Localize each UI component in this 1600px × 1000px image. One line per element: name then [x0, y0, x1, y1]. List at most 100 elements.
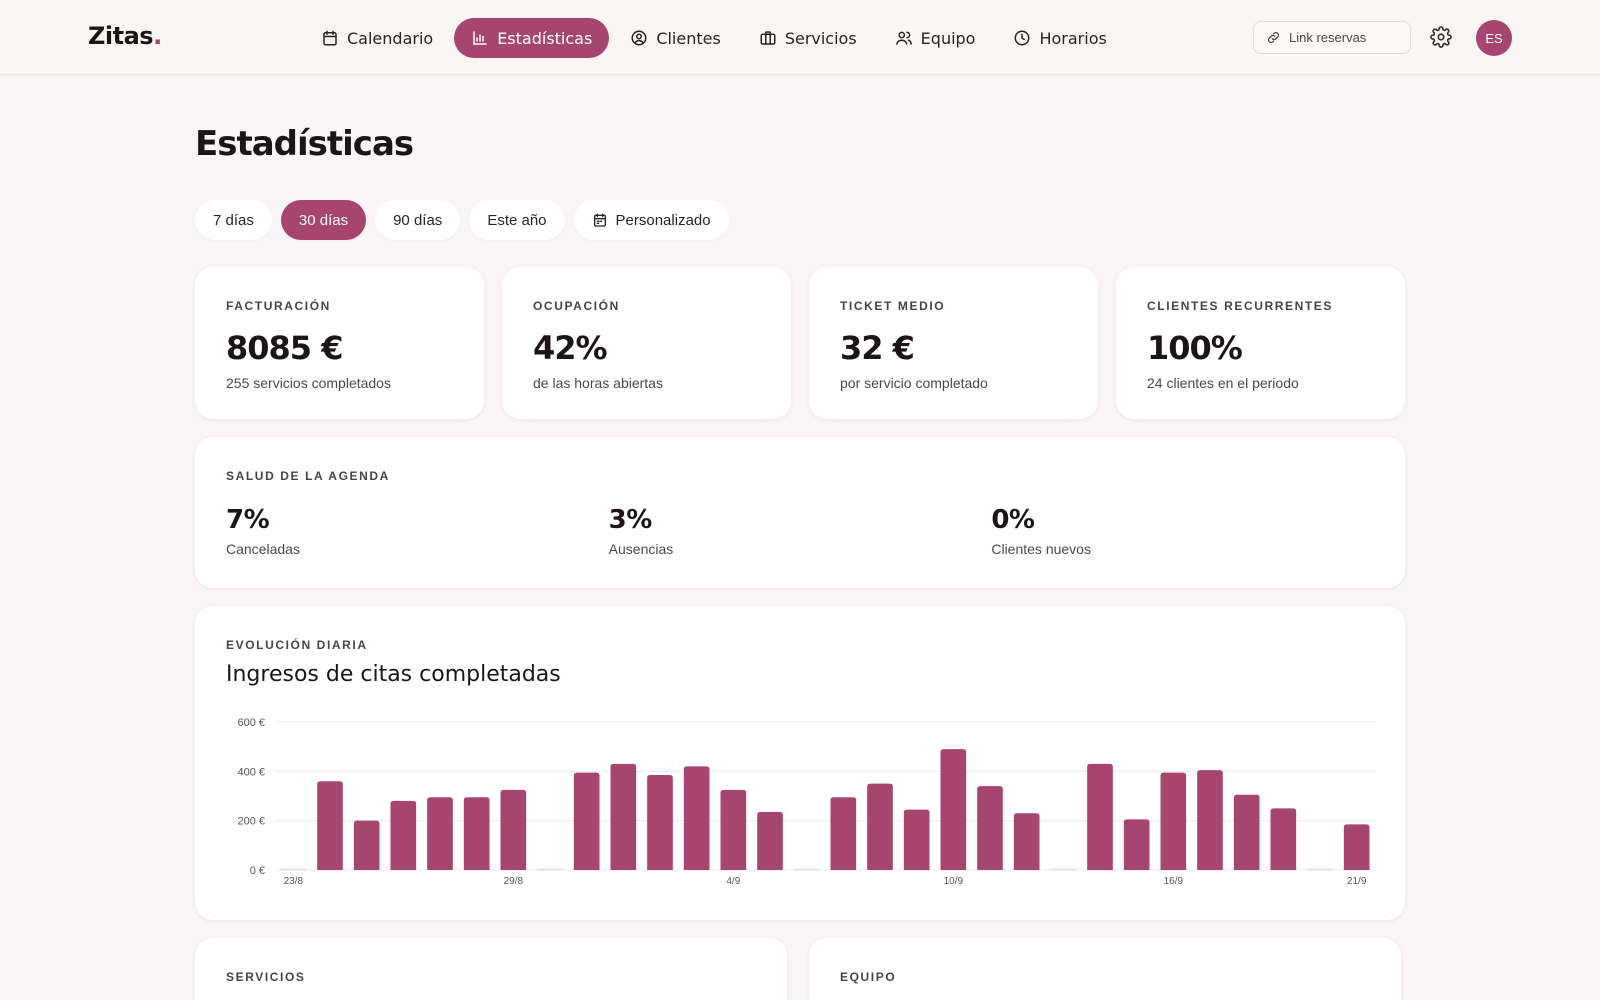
- daily-evolution-card: EVOLUCIÓN DIARIA Ingresos de citas compl…: [195, 606, 1405, 920]
- metric-label: Ausencias: [608, 541, 674, 557]
- chart-bar: [390, 800, 417, 870]
- chart-bar: [1197, 770, 1223, 870]
- metric-value: 3%: [608, 505, 653, 535]
- chart-bar: [1233, 794, 1260, 870]
- nav-item-estadisticas[interactable]: Estadísticas: [454, 18, 610, 58]
- kpi-card-ocupacion: OCUPACIÓN 42% de las horas abiertas: [502, 267, 791, 419]
- chart-bar: [720, 789, 747, 870]
- kpi-value: 42%: [533, 329, 608, 367]
- revenue-bar-chart: 0 € 200 € 400 € 600 € 23/8 29/8 4/9 10/9 16/9 21/…: [237, 717, 1375, 887]
- kpi-label: FACTURACIÓN: [226, 299, 331, 313]
- logo-dot: .: [153, 22, 162, 50]
- section-label: EVOLUCIÓN DIARIA: [226, 638, 368, 652]
- health-metrics: 7% Canceladas 3% Ausencias 0% Clientes n…: [226, 505, 1374, 557]
- range-30-dias[interactable]: 30 días: [280, 200, 367, 240]
- range-label: Personalizado: [615, 211, 711, 229]
- y-tick-label: 200 €: [237, 816, 265, 828]
- kpi-value: 8085 €: [226, 329, 343, 367]
- nav-item-clientes[interactable]: Clientes: [613, 18, 738, 58]
- link-reservas-label: Link reservas: [1289, 30, 1367, 45]
- range-7-dias[interactable]: 7 días: [195, 200, 272, 240]
- logo[interactable]: Zitas.: [88, 22, 162, 50]
- date-range-selector: 7 días 30 días 90 días Este año Personal…: [195, 200, 729, 240]
- metric-value: 0%: [991, 505, 1035, 535]
- chart-bar: [1343, 824, 1370, 870]
- user-circle-icon: [631, 30, 647, 46]
- kpi-label: CLIENTES RECURRENTES: [1147, 299, 1334, 313]
- kpi-subtext: 255 servicios completados: [226, 375, 391, 391]
- chart-bar: [647, 775, 673, 870]
- kpi-value: 32 €: [840, 329, 915, 367]
- kpi-value: 100%: [1147, 329, 1243, 367]
- x-tick-label: 10/9: [944, 876, 964, 887]
- nav-item-horarios[interactable]: Horarios: [996, 18, 1123, 58]
- y-tick-label: 400 €: [237, 766, 265, 778]
- chart-bar: [1160, 772, 1187, 870]
- kpi-subtext: 24 clientes en el periodo: [1147, 375, 1299, 391]
- x-tick-label: 4/9: [726, 876, 740, 887]
- clock-icon: [1014, 30, 1030, 46]
- kpi-card-clientes-recurrentes: CLIENTES RECURRENTES 100% 24 clientes en…: [1116, 267, 1405, 419]
- kpi-card-facturacion: FACTURACIÓN 8085 € 255 servicios complet…: [195, 267, 484, 419]
- gear-icon[interactable]: [1430, 26, 1452, 48]
- nav-label: Horarios: [1039, 28, 1107, 48]
- chart-bar: [463, 797, 490, 870]
- nav-label: Calendario: [347, 28, 434, 48]
- kpi-subtext: de las horas abiertas: [533, 375, 663, 391]
- chart-bar: [500, 789, 527, 870]
- section-label: EQUIPO: [840, 970, 897, 984]
- chart-bar: [867, 783, 893, 870]
- chart-bar: [573, 772, 600, 870]
- chart-bar: [1123, 819, 1150, 870]
- nav-label: Equipo: [920, 28, 976, 48]
- kpi-card-ticket-medio: TICKET MEDIO 32 € por servicio completad…: [809, 267, 1098, 419]
- x-tick-label: 21/9: [1347, 876, 1367, 887]
- chart-bar: [1270, 808, 1297, 870]
- agenda-health-card: SALUD DE LA AGENDA 7% Canceladas 3% Ause…: [195, 437, 1405, 588]
- chart-bar: [903, 809, 930, 870]
- main-nav: Calendario Estadísticas Clientes Servici…: [304, 18, 1124, 58]
- metric-value: 7%: [226, 505, 270, 535]
- chart-bar: [1087, 763, 1113, 870]
- team-card: EQUIPO: [809, 938, 1401, 1000]
- metric-clientes-nuevos: 0% Clientes nuevos: [991, 505, 1374, 557]
- chart-title: Ingresos de citas completadas: [226, 662, 561, 687]
- kpi-label: OCUPACIÓN: [533, 299, 620, 313]
- chart-bar: [977, 786, 1003, 870]
- x-tick-label: 16/9: [1164, 876, 1184, 887]
- chart-bar: [830, 797, 857, 870]
- kpi-subtext: por servicio completado: [840, 375, 988, 391]
- calendar-icon: [323, 30, 337, 46]
- chart-bar: [1013, 813, 1040, 870]
- metric-label: Clientes nuevos: [991, 541, 1091, 557]
- chart-bar: [683, 766, 710, 870]
- y-tick-label: 600 €: [237, 717, 265, 729]
- range-este-ano[interactable]: Este año: [469, 200, 565, 240]
- nav-item-servicios[interactable]: Servicios: [742, 18, 874, 58]
- services-card: SERVICIOS: [195, 938, 787, 1000]
- link-reservas-button[interactable]: Link reservas: [1253, 21, 1411, 54]
- nav-label: Estadísticas: [497, 28, 593, 48]
- briefcase-icon: [760, 31, 776, 45]
- section-label: SERVICIOS: [226, 970, 306, 984]
- chart-bar: [940, 749, 967, 870]
- page-title: Estadísticas: [195, 124, 414, 164]
- range-personalizado[interactable]: Personalizado: [573, 200, 729, 240]
- chart-bar: [757, 812, 783, 870]
- logo-text: Zitas: [88, 22, 154, 50]
- chart-bar: [427, 797, 453, 870]
- metric-canceladas: 7% Canceladas: [226, 505, 609, 557]
- chart-bar: [610, 763, 637, 870]
- kpi-label: TICKET MEDIO: [840, 299, 946, 313]
- users-icon: [895, 31, 912, 45]
- range-90-dias[interactable]: 90 días: [375, 200, 461, 240]
- calendar-icon: [593, 213, 606, 227]
- link-icon: [1268, 32, 1279, 43]
- nav-item-equipo[interactable]: Equipo: [878, 18, 993, 58]
- nav-label: Servicios: [784, 28, 857, 48]
- avatar[interactable]: ES: [1476, 20, 1512, 56]
- chart-bar: [353, 820, 380, 870]
- nav-item-calendario[interactable]: Calendario: [304, 18, 450, 58]
- y-tick-label: 0 €: [250, 865, 265, 877]
- x-tick-label: 23/8: [284, 876, 304, 887]
